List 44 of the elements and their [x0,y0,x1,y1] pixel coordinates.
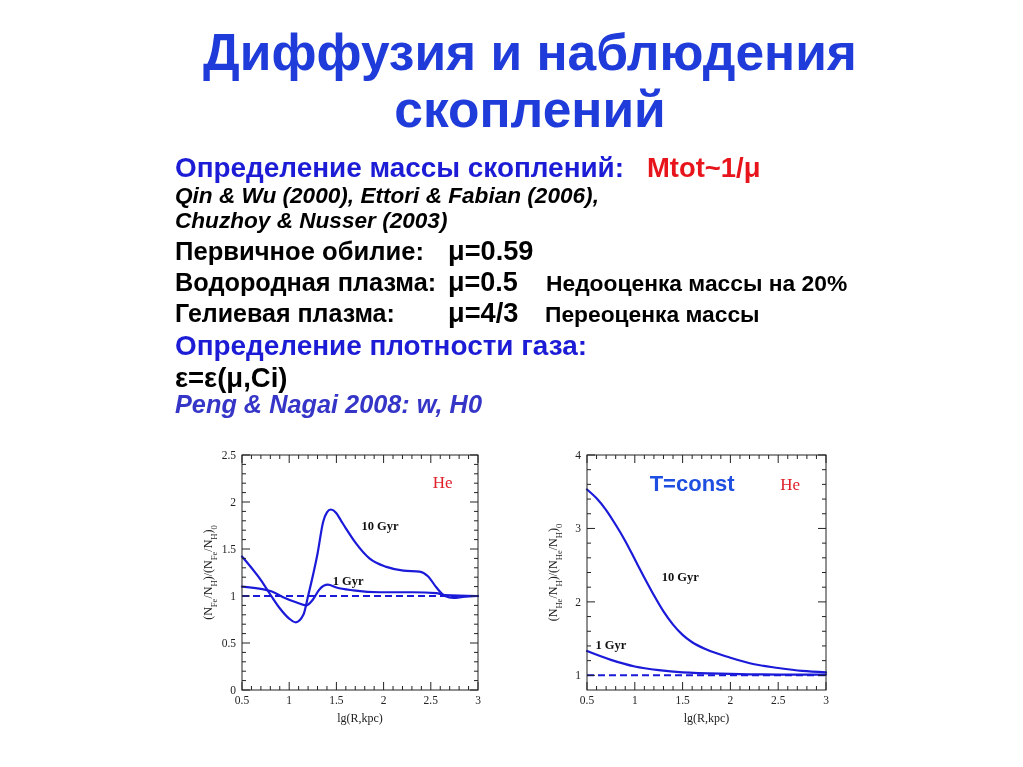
annotation: He [432,472,453,492]
text: Mtot~1/μ [647,152,761,183]
x-tick-label: 1.5 [675,694,691,706]
text: Chuzhoy & Nusser (2003) [175,208,448,233]
text: Определение плотности газа: [175,330,587,361]
annotation: He [780,475,801,495]
x-tick-label: 3 [823,694,830,706]
text: Qin & Wu (2000), Ettori & Fabian (2006), [175,183,599,208]
y-tick-label: 2.5 [221,449,237,461]
x-tick-label: 2 [727,694,734,706]
text: Переоценка массы [545,301,760,327]
y-tick-label: 0 [230,684,237,696]
x-tick-label: 2.5 [771,694,786,706]
x-tick-label: 1 [631,694,638,706]
text: ε=ε(μ,Ci) [175,362,288,393]
y-tick-label: 2 [575,595,582,608]
series-label: 10 Gyr [361,518,400,533]
y-tick-label: 1.5 [221,543,237,555]
y-tick-label: 1 [575,669,582,682]
text: Определение массы скоплений: [175,152,625,183]
series-label: 1 Gyr [332,573,365,588]
y-tick-label: 2 [230,496,237,508]
x-axis-title: lg(R,kpc) [683,711,730,725]
x-tick-label: 3 [475,694,482,706]
text: Диффузия и наблюдения скоплений [203,23,857,138]
text: μ=4/3 [448,297,519,328]
text: Гелиевая плазма: [175,299,395,327]
y-tick-label: 0.5 [221,637,237,649]
y-tick-label: 1 [230,590,237,602]
x-tick-label: 1 [286,694,293,706]
series-label: 10 Gyr [661,570,700,585]
x-tick-label: 2.5 [423,694,439,706]
series-label: 1 Gyr [595,638,627,653]
x-axis-title: lg(R,kpc) [337,711,383,725]
annotation: T=const [649,470,736,496]
text: Водородная плазма: [175,268,437,296]
y-tick-label: 3 [575,522,582,535]
text: μ=0.5 [448,267,518,297]
text: μ=0.59 [448,235,534,266]
text: Недооценка массы на 20% [546,270,848,296]
x-tick-label: 2 [380,694,387,706]
y-tick-label: 4 [575,449,582,461]
text: Первичное обилие: [175,237,424,265]
x-tick-label: 1.5 [329,694,344,706]
